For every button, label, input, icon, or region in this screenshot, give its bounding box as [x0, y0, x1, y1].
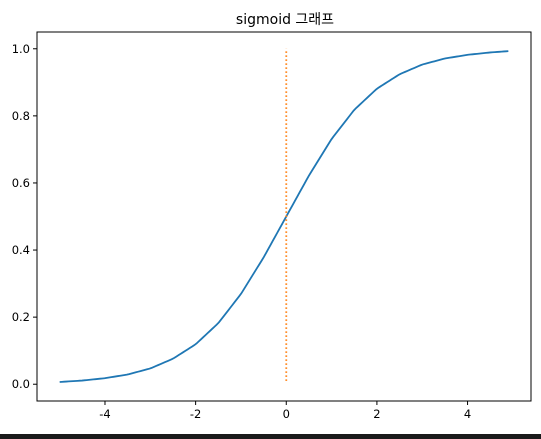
x-axis: -4 -2 0 2 4 — [99, 401, 471, 421]
x-tick-label: 4 — [464, 407, 471, 421]
y-tick-label: 0.4 — [12, 243, 30, 257]
y-tick-label: 0.0 — [12, 377, 30, 391]
plot-area-frame — [36, 31, 532, 402]
y-tick-label: 0.2 — [12, 310, 30, 324]
series-layer — [59, 48, 509, 383]
x-tick-label: 2 — [373, 407, 380, 421]
x-tick-label: -4 — [99, 407, 110, 421]
y-tick-label: 0.8 — [12, 109, 30, 123]
y-axis: 0.0 0.2 0.4 0.6 0.8 1.0 — [12, 42, 37, 391]
x-tick-label: -2 — [190, 407, 201, 421]
y-tick-label: 1.0 — [12, 42, 30, 56]
sigmoid-curve-line — [59, 50, 509, 383]
x-tick-label: 0 — [283, 407, 290, 421]
y-tick-label: 0.6 — [12, 176, 30, 190]
chart-title: sigmoid 그래프 — [236, 12, 334, 28]
window-bottom-edge — [0, 434, 541, 439]
